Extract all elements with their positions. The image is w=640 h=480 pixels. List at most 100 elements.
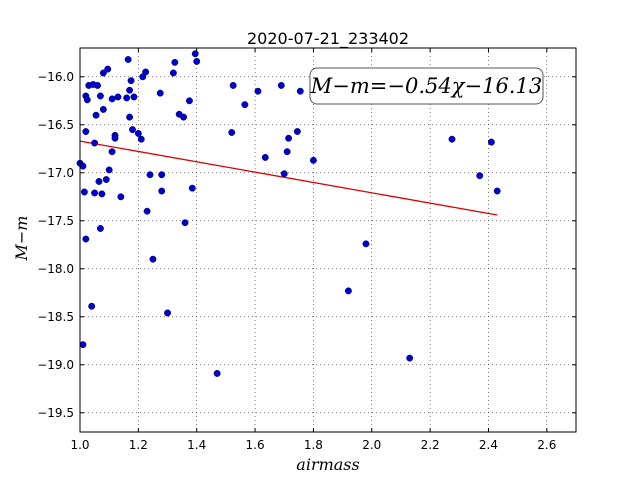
data-point — [241, 101, 249, 109]
x-tick-label: 1.6 — [246, 438, 265, 452]
x-axis-label: airmass — [296, 455, 359, 474]
data-point — [126, 113, 134, 121]
y-tick-label: −17.5 — [37, 214, 74, 228]
y-tick-label: −17.0 — [37, 166, 74, 180]
data-point — [180, 113, 188, 121]
data-point — [108, 148, 116, 156]
data-point — [126, 86, 134, 94]
data-point — [92, 111, 100, 119]
x-tick-label: 2.6 — [537, 438, 556, 452]
y-tick-label: −16.5 — [37, 118, 74, 132]
data-point — [169, 69, 177, 77]
x-tick-label: 2.4 — [479, 438, 498, 452]
data-point — [98, 190, 106, 198]
y-tick-label: −18.5 — [37, 310, 74, 324]
grid — [79, 48, 576, 432]
x-tick-label: 1.8 — [304, 438, 323, 452]
data-point — [181, 219, 189, 227]
x-tick-label: 2.2 — [421, 438, 440, 452]
plot-area — [80, 48, 576, 432]
data-point — [114, 93, 122, 101]
plot-frame — [79, 47, 577, 433]
data-point — [95, 177, 103, 185]
data-point — [124, 56, 132, 63]
data-point — [185, 97, 193, 105]
y-tick-label: −18.0 — [37, 262, 74, 276]
chart-title: 2020-07-21_233402 — [247, 29, 409, 49]
data-point — [283, 148, 291, 156]
data-point — [143, 207, 151, 215]
data-point — [191, 50, 199, 58]
data-point — [362, 240, 370, 248]
x-tick-label: 1.0 — [70, 438, 89, 452]
y-tick-labels: −16.0 −16.5 −17.0 −17.5 −18.0 −18.5 −19.0 −19.5 — [37, 70, 74, 420]
x-tick-label: 1.2 — [129, 438, 148, 452]
data-point — [280, 170, 288, 178]
data-point — [94, 81, 101, 89]
x-tick-label: 1.4 — [187, 438, 206, 452]
data-point — [96, 225, 104, 232]
data-point — [293, 128, 301, 135]
data-point — [105, 166, 113, 174]
fit-line-group — [79, 140, 498, 216]
y-tick-label: −19.0 — [37, 358, 74, 372]
data-point — [123, 94, 131, 102]
data-point — [96, 92, 104, 100]
data-point — [79, 341, 87, 349]
data-point — [127, 77, 135, 85]
data-point — [406, 354, 414, 362]
data-point — [188, 184, 196, 192]
data-point — [193, 57, 201, 65]
data-point — [83, 96, 91, 104]
data-point — [80, 188, 88, 196]
data-point — [344, 287, 352, 295]
data-point — [149, 255, 157, 263]
annotation-text: M−m=−0.54χ−16.13 — [310, 74, 542, 98]
data-point — [117, 193, 125, 201]
x-tick-label: 2.0 — [362, 438, 381, 452]
data-point — [487, 138, 495, 146]
data-point — [171, 58, 179, 66]
data-point — [130, 93, 138, 101]
data-point — [296, 87, 304, 95]
data-point — [102, 176, 110, 183]
data-point — [99, 69, 107, 77]
data-point — [261, 153, 269, 161]
data-point — [254, 87, 262, 95]
fit-line — [79, 140, 498, 216]
data-points — [76, 50, 501, 377]
data-point — [476, 172, 484, 180]
data-point — [158, 171, 166, 179]
axis-ticks — [79, 48, 576, 432]
data-point — [129, 126, 136, 134]
data-point — [158, 187, 166, 195]
data-point — [82, 235, 90, 243]
data-point — [493, 187, 501, 195]
data-point — [164, 309, 171, 317]
data-point — [448, 135, 456, 143]
data-point — [99, 105, 107, 113]
data-point — [88, 302, 96, 310]
data-point — [285, 134, 293, 142]
data-point — [134, 129, 142, 137]
y-axis-label: M−m — [12, 216, 31, 262]
data-point — [104, 65, 112, 73]
data-point — [82, 128, 90, 135]
data-point — [142, 68, 150, 76]
data-point — [91, 139, 99, 147]
x-tick-labels: 1.0 1.2 1.4 1.6 1.8 2.0 2.2 2.4 2.6 — [70, 438, 556, 452]
data-point — [229, 81, 237, 89]
data-point — [79, 162, 87, 170]
y-tick-label: −16.0 — [37, 70, 74, 84]
data-point — [137, 135, 145, 143]
data-point — [213, 369, 221, 377]
data-point — [277, 81, 285, 89]
data-point — [228, 129, 236, 136]
y-tick-label: −19.5 — [37, 406, 74, 420]
fit-annotation: M−m=−0.54χ−16.13 — [309, 67, 544, 105]
data-point — [156, 89, 164, 97]
data-point — [309, 156, 317, 164]
data-point — [146, 171, 154, 179]
data-point — [91, 189, 99, 197]
